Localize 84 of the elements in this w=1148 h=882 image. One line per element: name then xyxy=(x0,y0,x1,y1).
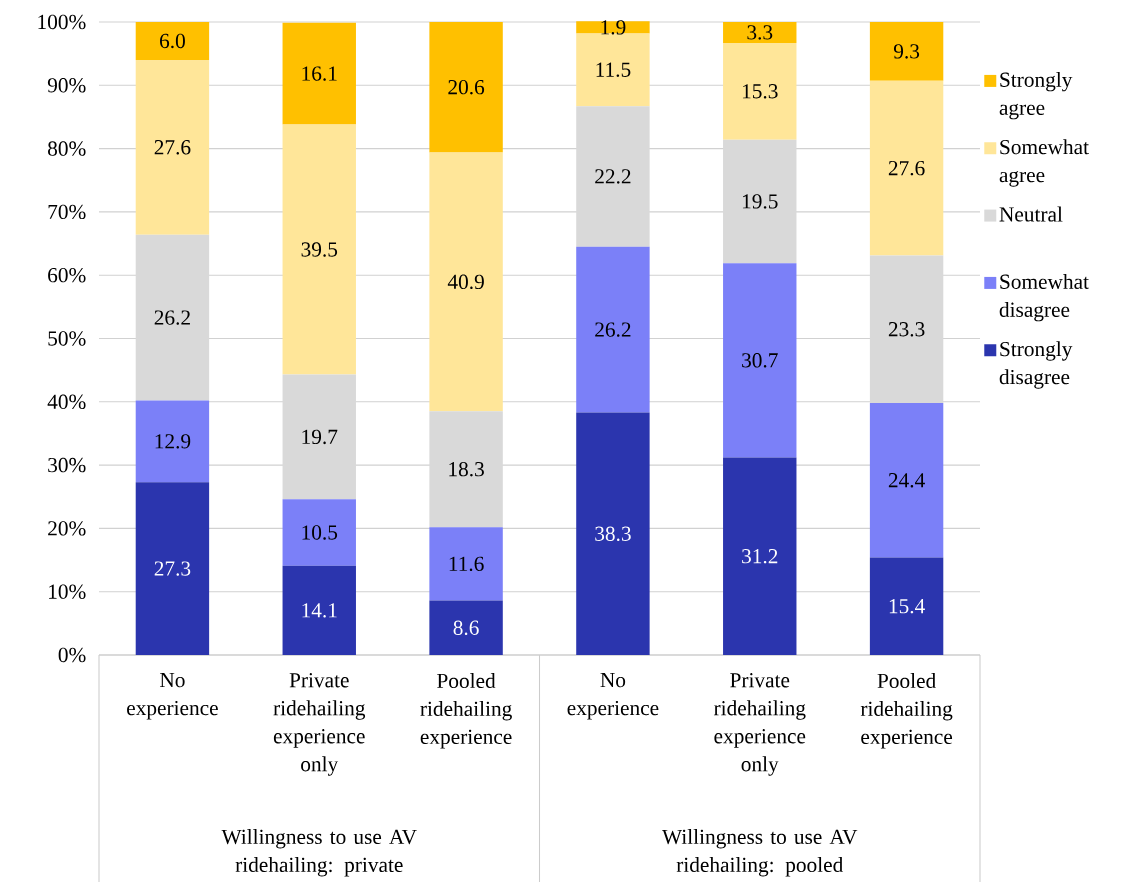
legend-label: Neutral xyxy=(999,206,1063,222)
data-label: 14.1 xyxy=(302,603,337,618)
bar xyxy=(429,600,503,655)
bar xyxy=(576,33,650,107)
data-label: 30.7 xyxy=(742,353,778,368)
data-label: 11.5 xyxy=(596,62,631,77)
bar xyxy=(869,403,944,558)
data-label: 10.5 xyxy=(302,525,338,540)
y-tick-label: 20% xyxy=(48,521,86,536)
bar xyxy=(429,527,503,601)
bar xyxy=(282,565,356,655)
bar xyxy=(576,21,650,34)
bar xyxy=(135,21,210,60)
y-tick-label: 70% xyxy=(48,204,86,220)
legend-label: Strongly agree xyxy=(999,71,1073,120)
x-tick-label: Pooled ridehailing experience xyxy=(860,673,953,749)
bar xyxy=(429,152,503,412)
data-label: 6.0 xyxy=(160,33,185,49)
bar xyxy=(282,124,356,375)
bar xyxy=(723,21,797,43)
data-label: 22.2 xyxy=(595,169,631,184)
data-label: 19.7 xyxy=(302,429,338,445)
y-tick-label: 0% xyxy=(58,647,86,663)
data-label: 18.3 xyxy=(449,461,484,477)
y-tick-label: 40% xyxy=(47,394,86,410)
bar xyxy=(135,482,210,655)
legend-label: Somewhat disagree xyxy=(999,273,1089,322)
text: Willingness to use AV ridehailing: private xyxy=(221,829,417,877)
data-label: 26.2 xyxy=(154,310,190,325)
data-label: 26.2 xyxy=(595,322,631,337)
data-label: 8.6 xyxy=(453,620,479,636)
data-label: 23.3 xyxy=(888,322,925,337)
data-label: 20.6 xyxy=(448,79,485,95)
bar xyxy=(869,255,944,404)
bar xyxy=(282,499,356,566)
data-label: 31.2 xyxy=(742,549,778,564)
data-label: 16.1 xyxy=(302,66,337,81)
bar xyxy=(576,412,650,655)
bar xyxy=(723,263,797,458)
data-label: 27.6 xyxy=(888,161,925,176)
bar xyxy=(869,80,944,256)
x-tick-label: Private ridehailing experience only xyxy=(273,673,366,776)
y-tick-label: 90% xyxy=(47,78,86,93)
x-tick-label: No experience xyxy=(567,673,659,720)
data-label: 19.5 xyxy=(742,194,778,209)
data-label: 15.3 xyxy=(742,84,778,99)
y-tick-label: 60% xyxy=(48,267,86,283)
x-tick-label: No experience xyxy=(127,673,218,720)
bar xyxy=(135,59,210,235)
data-label: 27.3 xyxy=(154,561,191,576)
text: Willingness to use AV ridehailing: pooled xyxy=(662,829,858,877)
y-tick-label: 50% xyxy=(48,331,86,346)
bar xyxy=(723,139,797,264)
bar xyxy=(429,21,503,153)
data-label: 39.5 xyxy=(301,242,338,257)
y-tick-label: 80% xyxy=(48,141,86,156)
bar xyxy=(282,22,356,125)
x-tick-label: Pooled ridehailing experience xyxy=(420,673,512,749)
bar xyxy=(576,246,650,413)
bar xyxy=(135,234,210,401)
data-label: 38.3 xyxy=(595,526,631,542)
data-label: 3.3 xyxy=(747,25,773,40)
legend-label: Strongly disagree xyxy=(999,341,1073,389)
bar xyxy=(429,411,503,528)
x-tick-label: Private ridehailing experience only xyxy=(713,673,806,776)
bar xyxy=(723,42,797,140)
bar xyxy=(135,400,210,483)
legend-label: Somewhat agree xyxy=(999,139,1089,187)
data-label: 15.4 xyxy=(889,599,925,614)
y-tick-label: 30% xyxy=(48,457,86,473)
data-label: 9.3 xyxy=(893,44,920,59)
data-label: 40.9 xyxy=(447,274,484,290)
bar xyxy=(869,557,944,655)
data-label: 1.9 xyxy=(601,20,626,35)
y-tick-label: 100% xyxy=(38,14,86,30)
data-label: 12.9 xyxy=(155,434,191,449)
data-label: 24.4 xyxy=(888,473,925,488)
bar xyxy=(723,457,797,655)
data-label: 11.6 xyxy=(449,556,484,572)
bar xyxy=(282,374,356,500)
bar xyxy=(869,21,944,81)
bar xyxy=(576,106,650,247)
y-tick-label: 10% xyxy=(49,584,86,599)
data-label: 27.6 xyxy=(154,140,191,155)
